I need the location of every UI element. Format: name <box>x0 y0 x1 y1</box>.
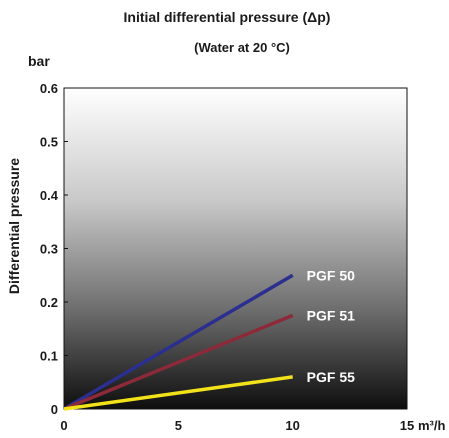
plot-area <box>63 87 408 410</box>
x-tick-label: 10 <box>285 418 299 433</box>
y-tick-label: 0.2 <box>40 295 58 310</box>
x-axis-ticks: 0 5 10 15 m³/h <box>60 405 446 433</box>
y-axis-unit: bar <box>28 53 50 69</box>
y-tick-label: 0.4 <box>40 188 59 203</box>
series-label-pgf-51: PGF 51 <box>307 307 355 323</box>
y-tick-label: 0.5 <box>40 135 58 150</box>
y-tick-label: 0.6 <box>40 81 58 96</box>
chart-title: Initial differential pressure (Δp) <box>124 9 331 25</box>
chart-subtitle: (Water at 20 °C) <box>194 40 290 55</box>
series-label-pgf-50: PGF 50 <box>307 267 355 283</box>
series-line-pgf-51 <box>63 313 294 411</box>
series-line-pgf-50 <box>63 273 294 411</box>
series-line-pgf-55 <box>63 375 293 411</box>
x-tick-label: 15 <box>400 418 414 433</box>
x-tick-label: 0 <box>60 418 67 433</box>
series-label-pgf-55: PGF 55 <box>307 369 355 385</box>
y-tick-label: 0.3 <box>40 242 58 257</box>
y-axis-ticks: 0 0.1 0.2 0.3 0.4 0.5 0.6 <box>40 81 68 417</box>
x-tick-label: 5 <box>175 418 182 433</box>
series-layer: PGF 50 PGF 51 PGF 55 <box>63 267 355 411</box>
y-tick-label: 0.1 <box>40 349 58 364</box>
y-tick-label: 0 <box>51 402 58 417</box>
x-axis-unit: m³/h <box>418 418 446 433</box>
y-axis-label: Differential pressure <box>6 158 22 294</box>
